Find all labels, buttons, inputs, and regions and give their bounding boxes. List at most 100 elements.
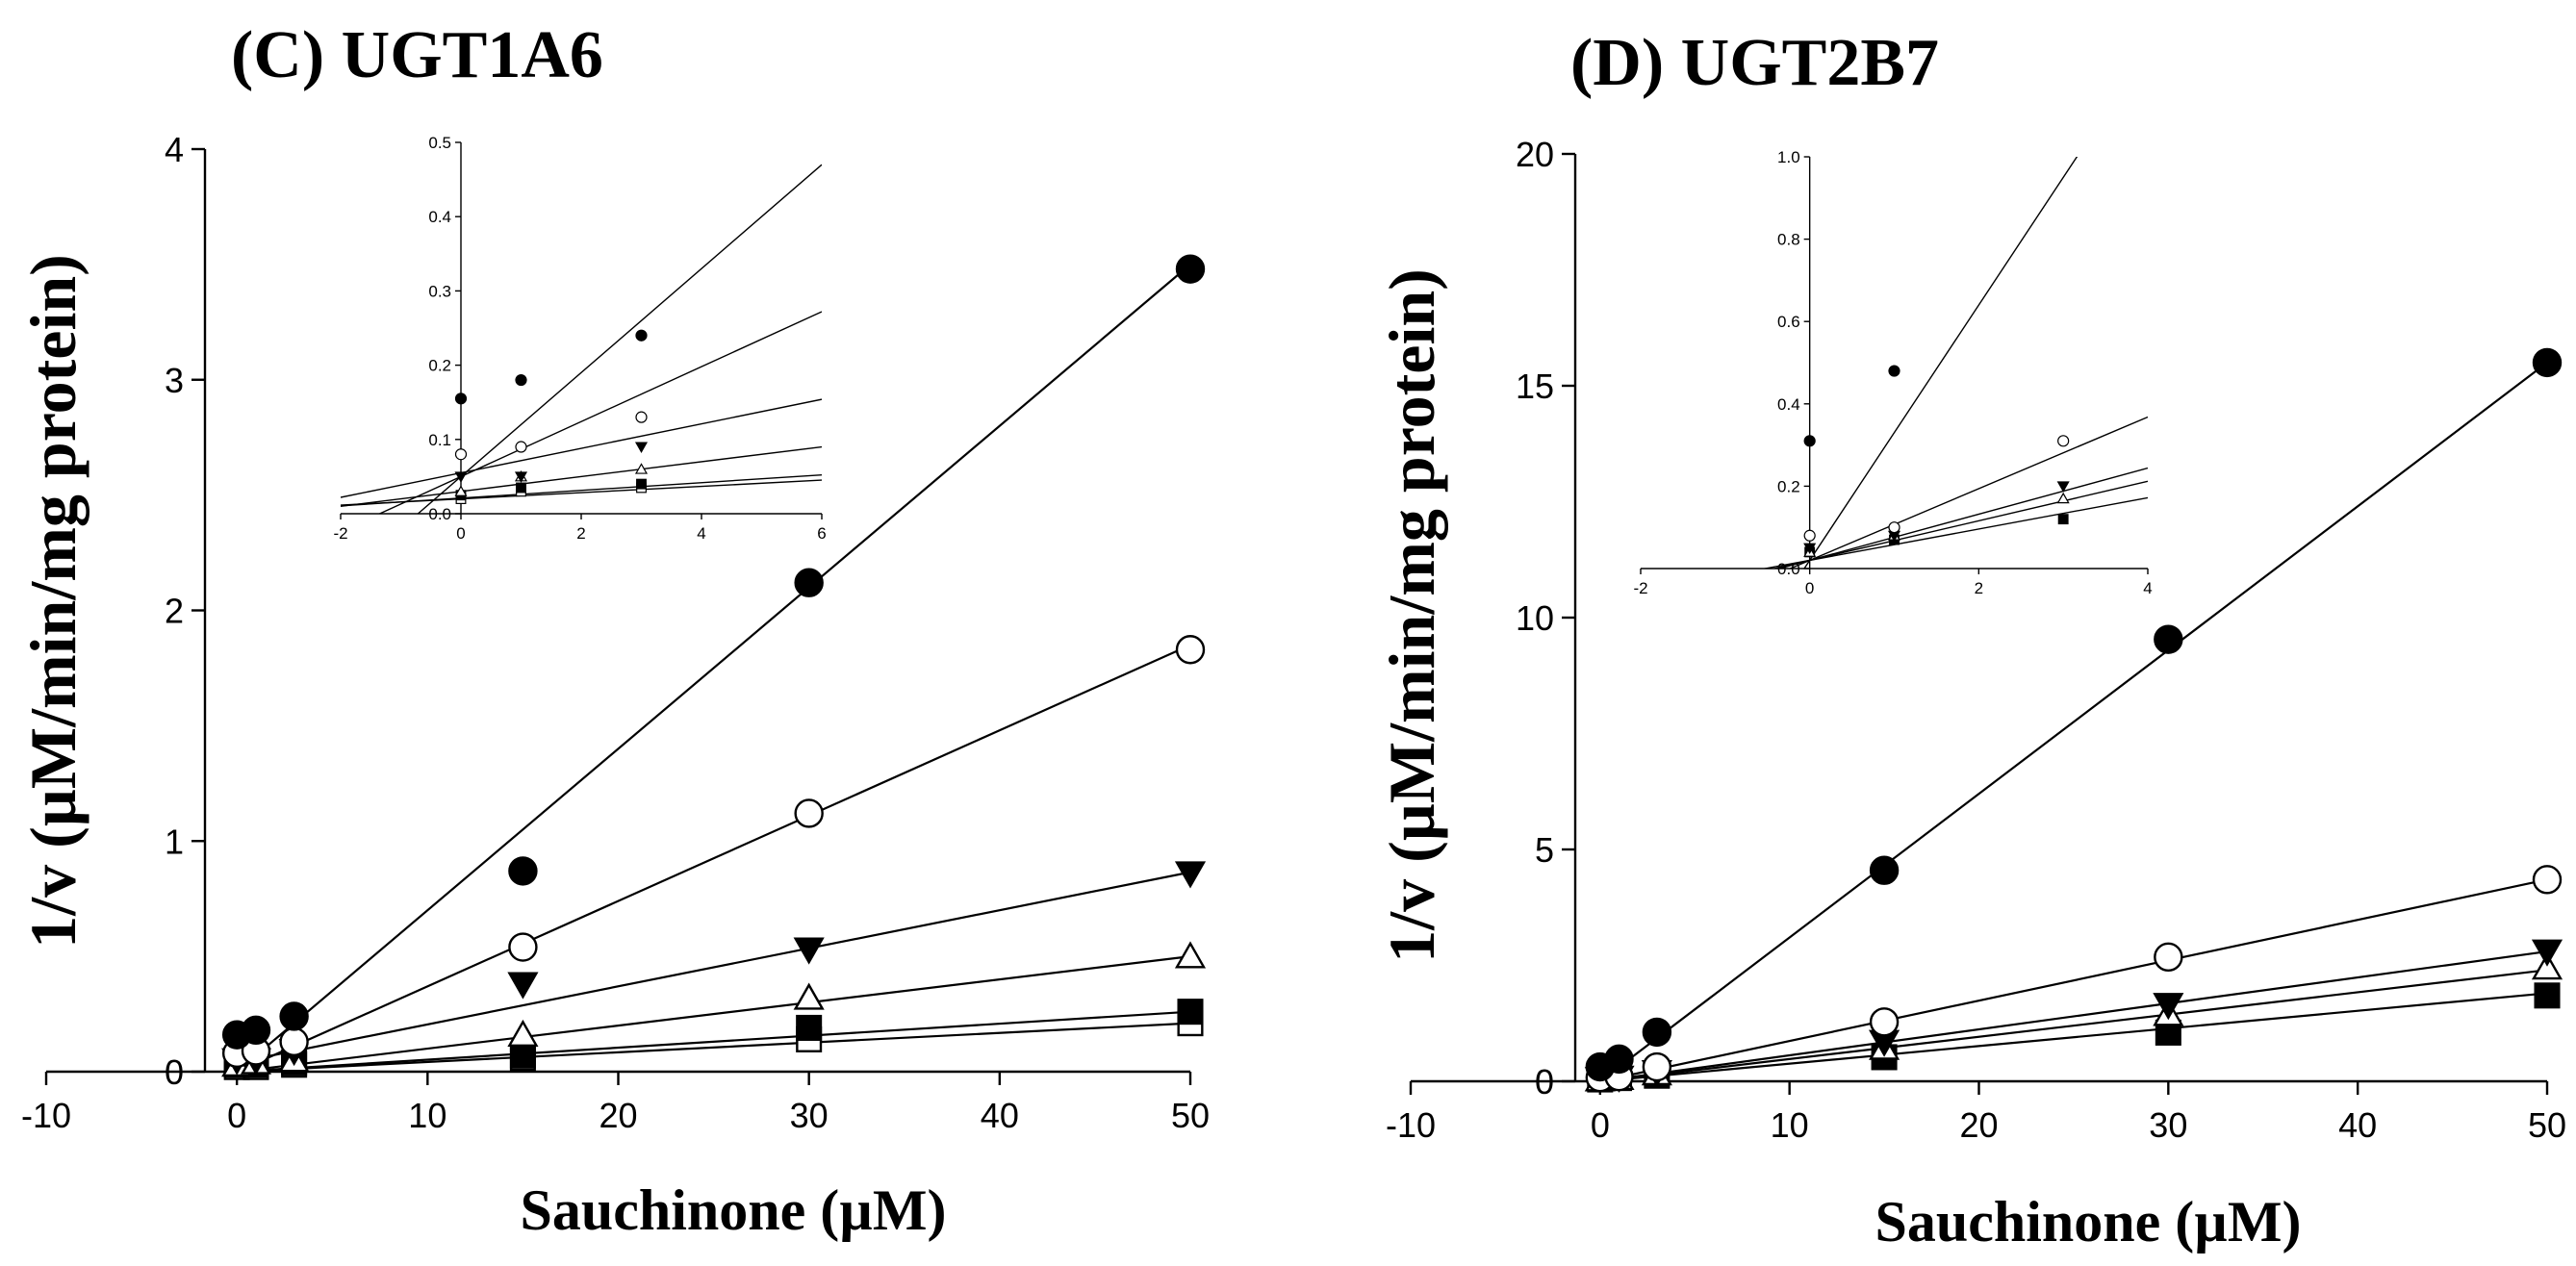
panel-c-inset-x-tick-label: 0 [456, 524, 465, 543]
panel-c-inset-x-tick-label: 2 [576, 524, 585, 543]
panel-d-x-tick-label: 0 [1591, 1105, 1610, 1145]
panel-d-x-tick-label: 50 [2528, 1105, 2566, 1145]
panel-d-inset-x-tick-label: 4 [2143, 579, 2152, 597]
panel-d-ugt2b7: (D) UGT2B7 1/v (µM/min/mg protein) Sauch… [1375, 26, 2566, 1253]
panel-c-inset-point [635, 329, 648, 342]
panel-c-inset-point [454, 485, 468, 496]
panel-d-point-filled-square [2534, 982, 2561, 1009]
panel-d-point-open-circle [1642, 1051, 1672, 1082]
panel-c-inset-point [635, 411, 648, 423]
panel-c-inset-y-tick-label: 0.2 [428, 357, 451, 375]
panel-c-inset-fit-line [377, 311, 822, 514]
panel-d-x-tick-label: 30 [2149, 1105, 2187, 1145]
panel-c-x-tick-label: 40 [981, 1096, 1019, 1135]
panel-d-point-filled-circle [2154, 624, 2183, 654]
panel-c-inset-fit-line [341, 479, 822, 506]
panel-d-inset-point [1888, 365, 1900, 377]
panel-d-inset-point [1803, 543, 1817, 555]
panel-c-inset-x-tick-label: 6 [817, 524, 826, 543]
panel-c-point-open-triangle-up [1174, 941, 1207, 969]
panel-c-fit-line-open-circle [236, 644, 1191, 1074]
panel-c-inset-x-tick-label: -2 [333, 524, 347, 543]
panel-d-point-filled-circle [1604, 1044, 1634, 1075]
panel-d-x-axis-label: Sauchinone (µM) [1875, 1190, 2302, 1253]
panel-c-inset-point [634, 442, 649, 453]
panel-d-inset-y-tick-label: 0.2 [1777, 477, 1800, 495]
panel-d-inset-point [2056, 481, 2070, 493]
panel-d-point-filled-circle [1642, 1017, 1672, 1048]
panel-c-point-open-triangle-up [793, 982, 825, 1010]
panel-d-inset-x-tick-label: -2 [1633, 579, 1647, 597]
panel-c-fit-line-filled-square [237, 1010, 1191, 1074]
panel-c-y-tick-label: 2 [165, 592, 184, 631]
panel-d-inset-point [1888, 521, 1900, 534]
panel-c-y-tick-label: 0 [165, 1052, 184, 1092]
panel-c-inset-fit-group [341, 164, 822, 514]
panel-d-inset-point [1803, 529, 1816, 542]
panel-c-point-open-circle [279, 1026, 309, 1057]
panel-d-y-tick-label: 0 [1535, 1062, 1554, 1101]
panel-c-inset-point [634, 463, 649, 474]
panel-d-point-open-triangle-up [2531, 952, 2563, 980]
panel-d-point-filled-triangle-down [2531, 939, 2563, 967]
panel-d-inset-x-tick-label: 0 [1805, 579, 1814, 597]
panel-d-inset: -2 0 2 40.00.20.40.60.81.0 [1633, 148, 2152, 597]
panel-d-point-filled-circle [1869, 855, 1900, 885]
panel-c-x-tick-label: 50 [1171, 1096, 1210, 1135]
panel-c-point-filled-circle [1175, 254, 1206, 284]
panel-c-x-tick-label: -10 [21, 1096, 71, 1135]
panel-d-inset-point [2057, 514, 2069, 525]
panel-d-inset-fit-line [1803, 157, 2079, 569]
panel-d-y-tick-label: 5 [1535, 830, 1554, 870]
panel-c-inset-point [516, 482, 526, 494]
panel-c-y-axis-label: 1/v (µM/min/mg protein) [16, 254, 89, 949]
panel-d-title: (D) UGT2B7 [1570, 26, 1939, 100]
panel-d-y-tick-label: 20 [1516, 135, 1554, 174]
panel-c-x-tick-label: 30 [790, 1096, 829, 1135]
panel-c-x-tick-label: 0 [227, 1096, 246, 1135]
panel-c-fit-line-open-triangle-up [237, 955, 1191, 1074]
panel-c-point-filled-square [509, 1042, 536, 1069]
panel-d-point-open-circle [2154, 942, 2183, 973]
panel-c-inset-point [454, 392, 468, 405]
panel-d-y-axis-label: 1/v (µM/min/mg protein) [1375, 268, 1448, 963]
panel-c-inset-point [515, 373, 527, 387]
panel-c-inset-x-tick-label: 4 [697, 524, 705, 543]
panel-c-ugt1a6: (C) UGT1A6 1/v (µM/min/mg protein) Sauch… [16, 18, 1210, 1242]
panel-c-inset-y-tick-label: 0.0 [428, 505, 451, 523]
panel-c-x-tick-label: 10 [408, 1096, 446, 1135]
panel-c-point-open-circle [1175, 635, 1206, 665]
panel-d-point-open-circle [1869, 1007, 1900, 1037]
panel-c-inset-point [454, 471, 468, 483]
panel-c-y-tick-label: 3 [165, 361, 184, 400]
panel-c-point-filled-triangle-down [1174, 861, 1207, 889]
panel-c-point-open-circle [794, 798, 824, 828]
panel-d-point-open-circle [2532, 865, 2563, 895]
panel-c-point-open-triangle-up [507, 1019, 539, 1048]
panel-d-fit-line-open-triangle-up [1599, 969, 2548, 1083]
panel-c-point-filled-triangle-down [507, 972, 539, 1000]
panel-c-fit-line-filled-circle [236, 264, 1191, 1073]
panel-c-inset-point [515, 441, 527, 453]
panel-c-point-filled-circle [794, 568, 824, 597]
panel-d-inset-x-tick-label: 2 [1975, 579, 1983, 597]
panel-c-inset-point [454, 448, 468, 461]
panel-c-inset-y-tick-label: 0.5 [428, 134, 451, 152]
panel-d-inset-y-tick-label: 1.0 [1777, 148, 1800, 166]
panel-d-inset-y-tick-label: 0.4 [1777, 395, 1800, 414]
panel-d-point-filled-circle [2532, 347, 2563, 378]
panel-d-x-tick-label: 40 [2338, 1105, 2377, 1145]
panel-c-y-tick-label: 1 [165, 822, 184, 861]
panel-c-point-open-circle [508, 932, 538, 962]
panel-d-inset-point [2057, 435, 2070, 447]
panel-c-inset-point [636, 478, 647, 490]
panel-d-x-tick-label: 20 [1959, 1105, 1998, 1145]
panel-c-inset: -2 0 2 4 6 0.0 0.1 0.2 0.3 0.4 0.5 [333, 134, 826, 543]
panel-c-point-filled-triangle-down [793, 937, 825, 965]
panel-d-point-filled-triangle-down [2153, 993, 2184, 1021]
panel-c-y-tick-label: 4 [165, 130, 184, 169]
panel-d-inset-y-tick-label: 0.8 [1777, 231, 1800, 249]
panel-c-inset-y-tick-label: 0.4 [428, 208, 451, 226]
panel-c-inset-fit-line [417, 164, 822, 514]
